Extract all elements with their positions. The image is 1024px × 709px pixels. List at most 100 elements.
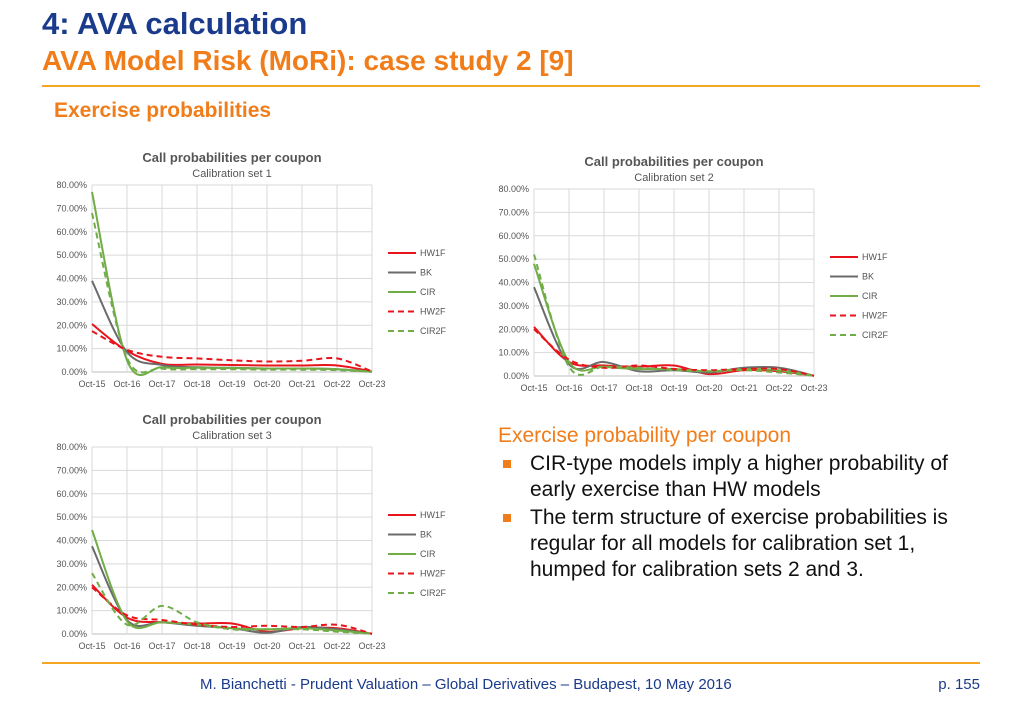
x-tick-label: Oct-15 (78, 379, 105, 389)
chart-svg: Call probabilities per coupon Calibration… (56, 412, 447, 651)
series-line-cir (91, 191, 373, 376)
legend-label: BK (862, 272, 874, 282)
y-tick-label: 70.00% (498, 207, 529, 217)
legend-label: HW2F (862, 311, 888, 321)
series-line-hw2f (91, 586, 373, 635)
section-heading: Exercise probabilities (54, 99, 272, 122)
x-tick-label: Oct-19 (660, 383, 687, 393)
bullet-text: The term structure of exercise probabili… (530, 506, 948, 581)
chart-subtitle: Calibration set 3 (192, 430, 272, 442)
x-tick-label: Oct-18 (183, 641, 210, 651)
legend-label: BK (420, 268, 432, 278)
y-tick-label: 0.00% (61, 367, 87, 377)
legend-label: CIR (420, 549, 436, 559)
y-tick-label: 60.00% (56, 489, 87, 499)
bullet-item: CIR-type models imply a higher probabili… (498, 451, 968, 503)
footer-divider (42, 662, 980, 664)
legend-label: HW1F (420, 510, 446, 520)
chart-calibration-set-2: Call probabilities per coupon Calibration… (482, 149, 912, 402)
y-tick-label: 70.00% (56, 465, 87, 475)
chart-calibration-set-1: Call probabilities per coupon Calibration… (40, 145, 470, 398)
chart-title: Call probabilities per coupon (584, 154, 763, 169)
y-tick-label: 20.00% (56, 582, 87, 592)
x-tick-label: Oct-22 (323, 641, 350, 651)
legend-label: CIR (420, 287, 436, 297)
legend-label: CIR2F (420, 326, 447, 336)
x-tick-label: Oct-17 (148, 641, 175, 651)
y-tick-label: 50.00% (56, 250, 87, 260)
y-tick-label: 60.00% (56, 227, 87, 237)
y-tick-label: 70.00% (56, 203, 87, 213)
x-tick-label: Oct-16 (113, 379, 140, 389)
x-tick-label: Oct-23 (358, 641, 385, 651)
x-tick-label: Oct-22 (765, 383, 792, 393)
x-tick-label: Oct-19 (218, 641, 245, 651)
y-tick-label: 50.00% (498, 254, 529, 264)
series-line-cir2f (91, 212, 373, 374)
chart-title: Call probabilities per coupon (142, 150, 321, 165)
y-tick-label: 30.00% (498, 301, 529, 311)
footer-text: M. Bianchetti - Prudent Valuation – Glob… (200, 676, 732, 693)
y-tick-label: 50.00% (56, 512, 87, 522)
legend-label: HW2F (420, 307, 446, 317)
y-tick-label: 80.00% (498, 184, 529, 194)
y-tick-label: 10.00% (56, 344, 87, 354)
x-tick-label: Oct-20 (253, 379, 280, 389)
legend-label: CIR2F (420, 588, 447, 598)
bullet-item: The term structure of exercise probabili… (498, 505, 968, 583)
chart-svg: Call probabilities per coupon Calibration… (498, 154, 889, 393)
chart-subtitle: Calibration set 2 (634, 172, 714, 184)
y-tick-label: 40.00% (498, 278, 529, 288)
series-line-hw2f (91, 330, 373, 373)
chart-title: Call probabilities per coupon (142, 412, 321, 427)
x-tick-label: Oct-15 (78, 641, 105, 651)
legend-label: CIR2F (862, 330, 889, 340)
y-tick-label: 0.00% (61, 629, 87, 639)
y-tick-label: 40.00% (56, 536, 87, 546)
y-tick-label: 20.00% (498, 324, 529, 334)
x-tick-label: Oct-16 (113, 641, 140, 651)
y-tick-label: 10.00% (56, 606, 87, 616)
x-tick-label: Oct-17 (590, 383, 617, 393)
x-tick-label: Oct-21 (288, 379, 315, 389)
x-tick-label: Oct-21 (288, 641, 315, 651)
slide-title: 4: AVA calculation (42, 6, 308, 41)
slide-subtitle: AVA Model Risk (MoRi): case study 2 [9] (42, 45, 574, 76)
series-line-cir (91, 529, 373, 635)
bullet-square-icon (503, 460, 511, 468)
y-tick-label: 60.00% (498, 231, 529, 241)
x-tick-label: Oct-19 (218, 379, 245, 389)
bullet-square-icon (503, 514, 511, 522)
x-tick-label: Oct-20 (695, 383, 722, 393)
legend-label: BK (420, 530, 432, 540)
x-tick-label: Oct-21 (730, 383, 757, 393)
x-tick-label: Oct-18 (625, 383, 652, 393)
y-tick-label: 30.00% (56, 559, 87, 569)
chart-svg: Call probabilities per coupon Calibration… (56, 150, 447, 389)
header-divider (42, 85, 980, 87)
legend-label: HW1F (862, 252, 888, 262)
x-tick-label: Oct-18 (183, 379, 210, 389)
y-tick-label: 0.00% (503, 371, 529, 381)
x-tick-label: Oct-16 (555, 383, 582, 393)
x-tick-label: Oct-15 (520, 383, 547, 393)
x-tick-label: Oct-20 (253, 641, 280, 651)
x-tick-label: Oct-17 (148, 379, 175, 389)
y-tick-label: 10.00% (498, 348, 529, 358)
x-tick-label: Oct-22 (323, 379, 350, 389)
x-tick-label: Oct-23 (358, 379, 385, 389)
legend-label: HW2F (420, 569, 446, 579)
series-line-cir2f (91, 572, 373, 635)
y-tick-label: 30.00% (56, 297, 87, 307)
bullet-heading: Exercise probability per coupon (498, 424, 791, 447)
x-tick-label: Oct-23 (800, 383, 827, 393)
series-line-hw2f (533, 328, 815, 377)
y-tick-label: 80.00% (56, 180, 87, 190)
chart-calibration-set-3: Call probabilities per coupon Calibration… (40, 407, 470, 660)
legend-label: HW1F (420, 248, 446, 258)
bullet-text: CIR-type models imply a higher probabili… (530, 452, 948, 501)
y-tick-label: 80.00% (56, 442, 87, 452)
chart-subtitle: Calibration set 1 (192, 168, 272, 180)
series-line-cir2f (533, 254, 815, 377)
bullet-box: Exercise probability per coupon CIR-type… (498, 424, 968, 585)
